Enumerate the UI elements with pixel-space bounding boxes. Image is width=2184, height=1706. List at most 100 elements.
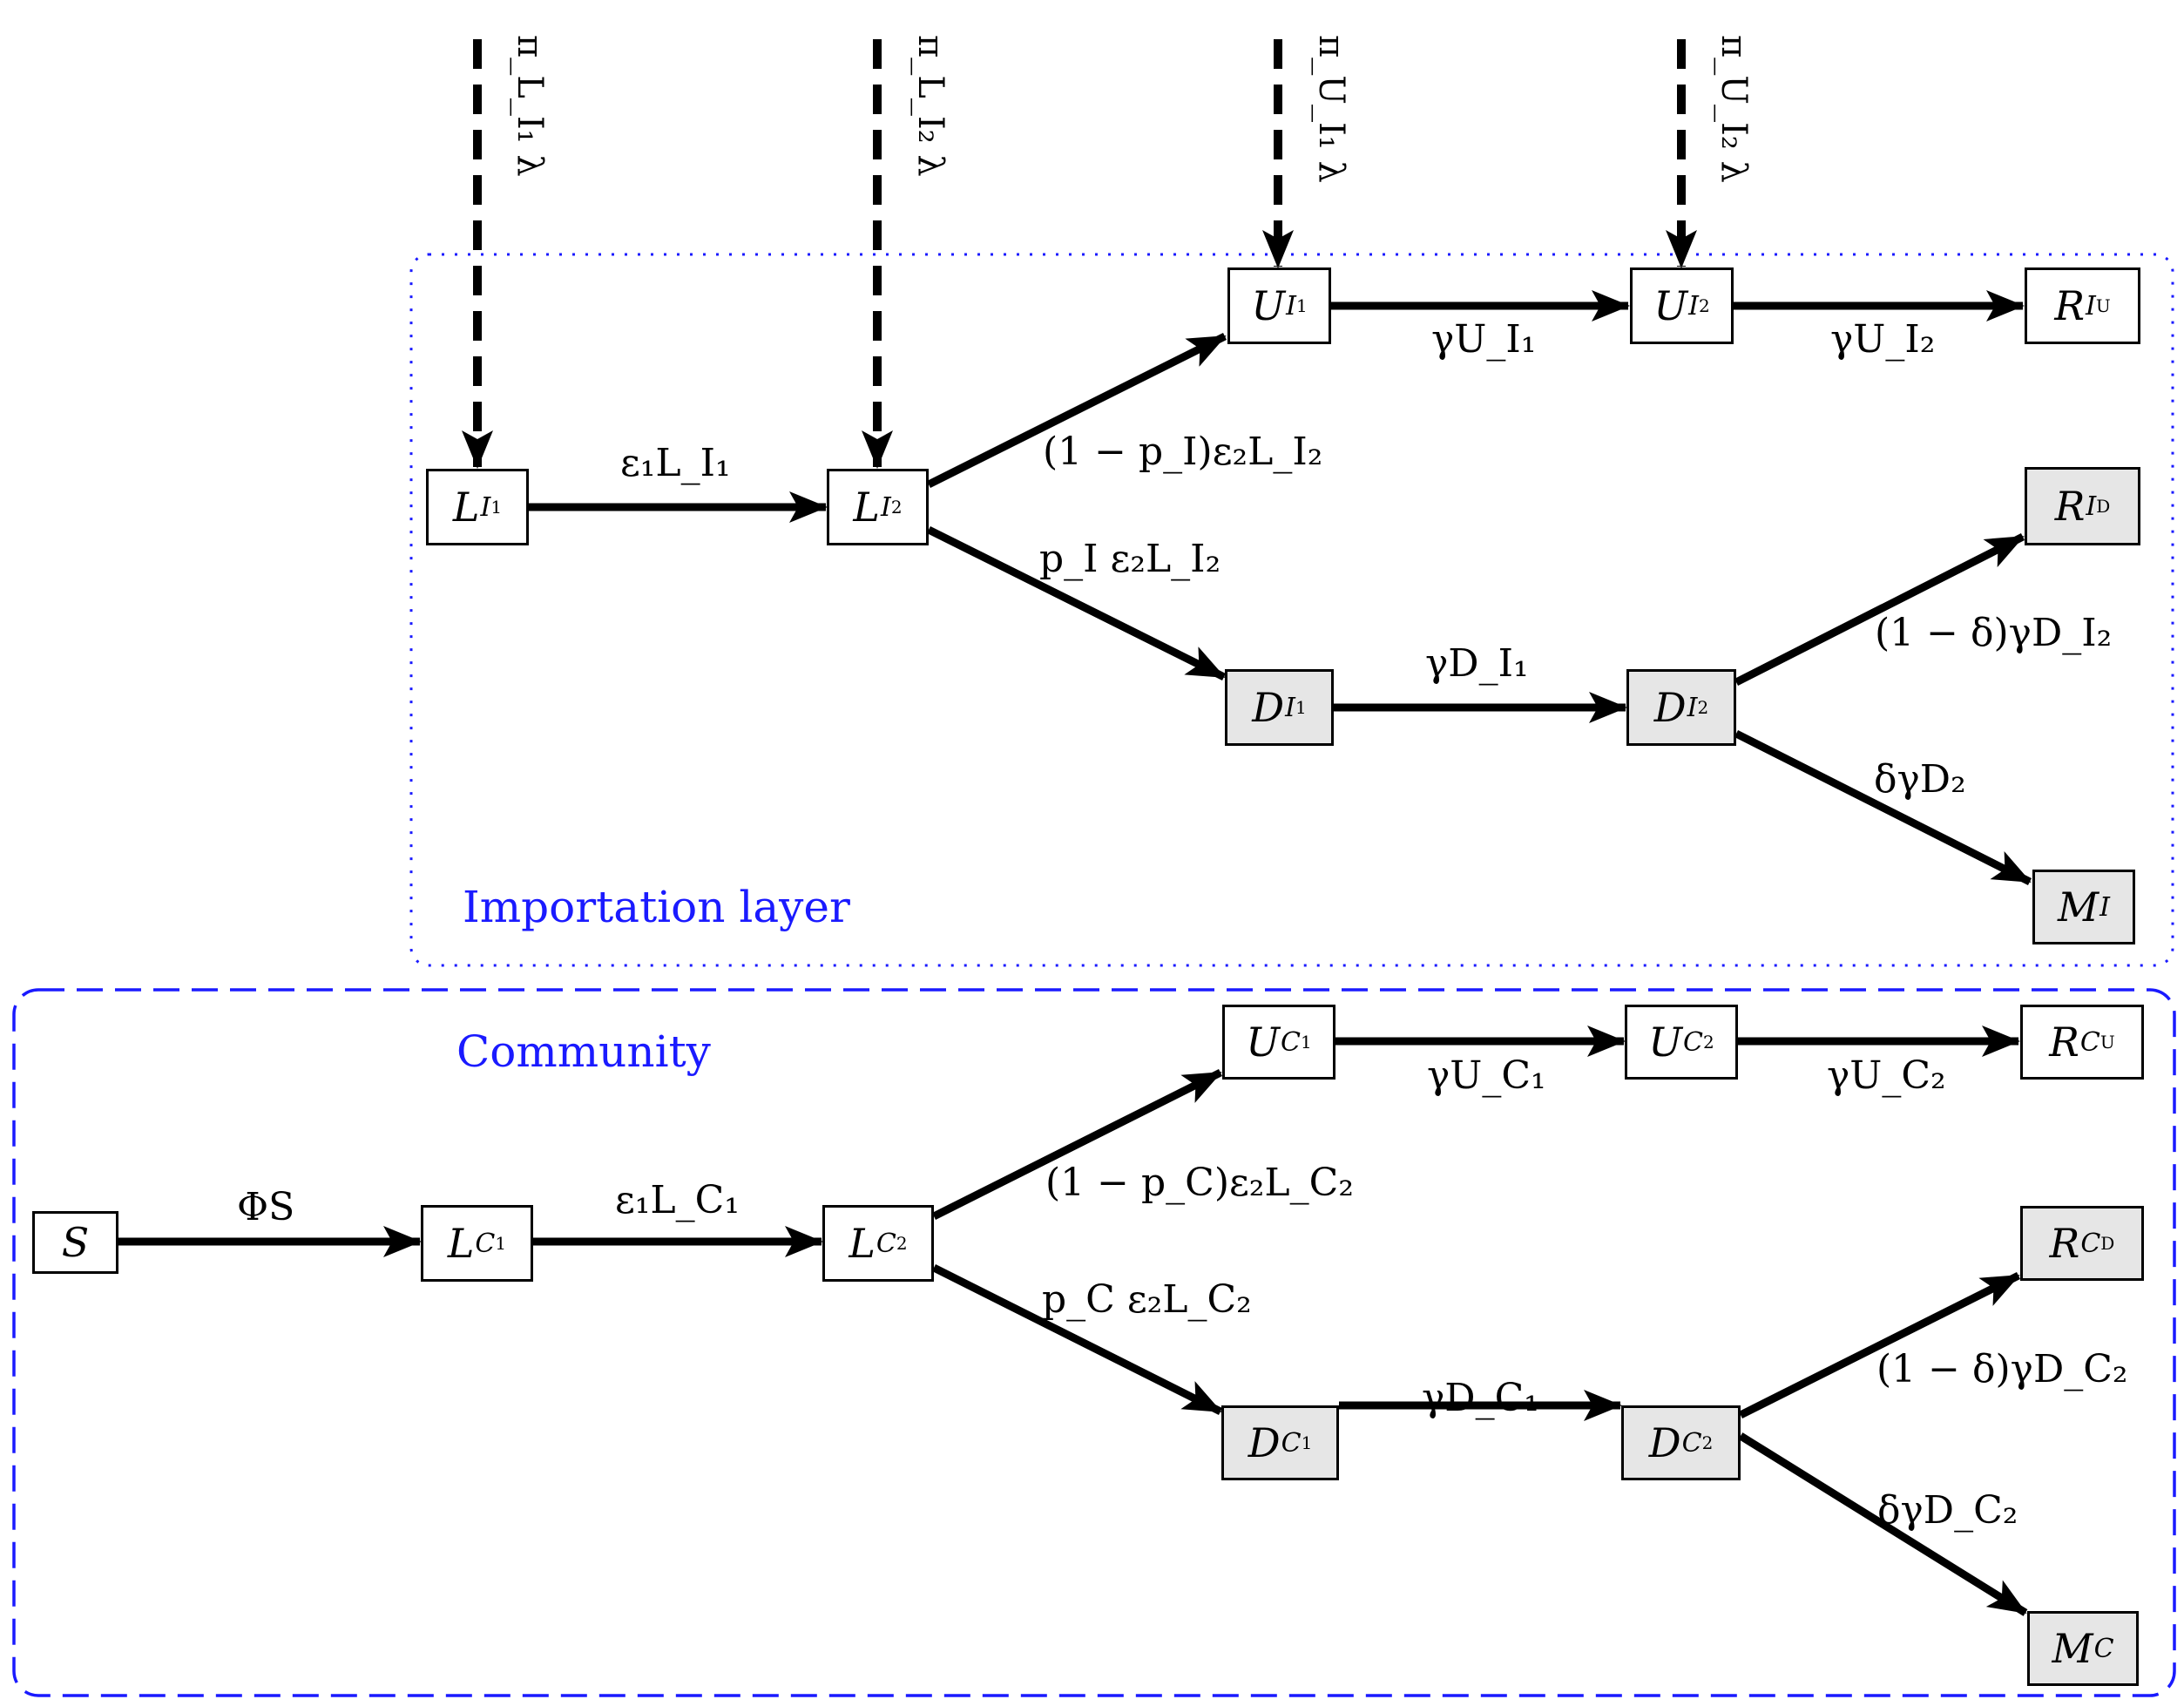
node-RID-sub2: D bbox=[2096, 496, 2111, 517]
edge-label-LC2-DC1: p_C ε₂L_C₂ bbox=[1042, 1277, 1252, 1322]
node-UC1-sub: C bbox=[1281, 1026, 1301, 1058]
node-DI2-sub: I bbox=[1687, 692, 1698, 723]
node-DC2-symbol: D bbox=[1648, 1419, 1681, 1466]
node-UC1-sub2: 1 bbox=[1301, 1032, 1312, 1053]
node-LC2-sub: C bbox=[876, 1228, 896, 1259]
node-UI1-sub: I bbox=[1286, 290, 1296, 322]
node-DC1-symbol: D bbox=[1248, 1419, 1281, 1466]
edge-label-DC1-DC2: γD_C₁ bbox=[1422, 1376, 1539, 1420]
node-DI2-symbol: D bbox=[1653, 684, 1687, 731]
edge-label-UI1-UI2: γU_I₁ bbox=[1431, 317, 1537, 362]
import-label-LI2: π_L_I₂ λ bbox=[910, 35, 950, 177]
edge-label-LC1-LC2: ε₁L_C₁ bbox=[615, 1178, 740, 1222]
node-RCU-sub2: U bbox=[2099, 1032, 2115, 1053]
edge-label-DI1-DI2: γD_I₁ bbox=[1425, 641, 1529, 686]
edge-LC2-UC1 bbox=[931, 1068, 1223, 1221]
edge-DC2-RCD bbox=[1738, 1271, 2021, 1419]
node-DI1-sub: I bbox=[1285, 692, 1295, 723]
edge-DI2-RID bbox=[1734, 532, 2025, 687]
node-MC-symbol: M bbox=[2052, 1625, 2093, 1672]
edge-LI2-UI1 bbox=[926, 332, 1227, 489]
node-DC1-sub: C bbox=[1281, 1427, 1302, 1459]
edge-label-LC2-UC1: (1 − p_C)ε₂L_C₂ bbox=[1045, 1161, 1354, 1205]
edge-label-DC2-MC: δγD_C₂ bbox=[1877, 1488, 2018, 1533]
node-LC2-sub2: 2 bbox=[896, 1233, 908, 1254]
edge-label-UI2-RIU: γU_I₂ bbox=[1830, 317, 1936, 362]
node-S: S bbox=[32, 1211, 118, 1274]
edge-LC2-DC1 bbox=[931, 1263, 1223, 1416]
node-RID-sub: I bbox=[2086, 491, 2097, 522]
node-LC1-sub: C bbox=[475, 1228, 496, 1259]
edge-label-UC2-RCU: γU_C₂ bbox=[1827, 1053, 1946, 1098]
node-RIU-sub: I bbox=[2085, 290, 2096, 322]
node-LC1-sub2: 1 bbox=[495, 1233, 507, 1254]
node-DC2-sub: C bbox=[1681, 1427, 1702, 1459]
edge-DC2-MC bbox=[1738, 1432, 2028, 1616]
node-RIU-sub2: U bbox=[2095, 295, 2111, 316]
node-DI1-sub2: 1 bbox=[1295, 697, 1307, 718]
node-MC-sub: C bbox=[2093, 1633, 2114, 1664]
node-UC2-symbol: U bbox=[1648, 1019, 1683, 1066]
node-DI1-symbol: D bbox=[1252, 684, 1285, 731]
edge-label-S-LC1: ΦS bbox=[237, 1185, 295, 1229]
node-RCU-symbol: R bbox=[2049, 1019, 2079, 1066]
import-label-UI2: π_U_I₂ λ bbox=[1714, 35, 1754, 183]
edge-label-LI2-DI1: p_I ε₂L_I₂ bbox=[1039, 537, 1221, 581]
node-RCD-sub: C bbox=[2080, 1228, 2101, 1259]
node-LI1-sub2: 1 bbox=[490, 497, 503, 518]
node-LI1-symbol: L bbox=[452, 484, 480, 531]
node-UC2-sub: C bbox=[1683, 1026, 1703, 1058]
node-UC1-symbol: U bbox=[1246, 1019, 1281, 1066]
node-S-symbol: S bbox=[61, 1219, 90, 1266]
node-LC1-symbol: L bbox=[447, 1220, 475, 1267]
node-LI2-sub2: 2 bbox=[890, 497, 903, 518]
community-layer-box bbox=[12, 988, 2176, 1697]
edge-LI2-DI1 bbox=[926, 525, 1227, 681]
node-UI2-symbol: U bbox=[1653, 282, 1688, 329]
community-layer-label: Community bbox=[456, 1026, 711, 1077]
edge-label-LI2-UI1: (1 − p_I)ε₂L_I₂ bbox=[1043, 430, 1323, 474]
edge-label-LI1-LI2: ε₁L_I₁ bbox=[620, 441, 731, 485]
edge-DI2-MI bbox=[1734, 729, 2032, 886]
node-MI-sub: I bbox=[2099, 891, 2110, 923]
node-RID-symbol: R bbox=[2054, 483, 2086, 530]
edge-label-DI2-RID: (1 − δ)γD_I₂ bbox=[1875, 611, 2113, 655]
node-UI1-symbol: U bbox=[1251, 282, 1286, 329]
node-LI2-symbol: L bbox=[853, 484, 880, 531]
importation-layer-label: Importation layer bbox=[463, 882, 850, 932]
edge-label-UC1-UC2: γU_C₁ bbox=[1427, 1053, 1546, 1098]
node-MI-symbol: M bbox=[2058, 883, 2099, 931]
node-RCU-sub: C bbox=[2079, 1026, 2100, 1058]
import-label-UI1: π_U_I₁ λ bbox=[1311, 35, 1351, 183]
node-LI1-sub: I bbox=[480, 491, 491, 523]
edge-label-DI2-MI: δγD₂ bbox=[1874, 757, 1966, 802]
edge-label-DC2-RCD: (1 − δ)γD_C₂ bbox=[1876, 1347, 2128, 1391]
node-DI2-sub2: 2 bbox=[1697, 697, 1709, 718]
node-LI2-sub: I bbox=[880, 491, 891, 523]
node-UI2-sub2: 2 bbox=[1698, 295, 1710, 316]
node-UC2-sub2: 2 bbox=[1703, 1032, 1714, 1053]
import-label-LI1: π_L_I₁ λ bbox=[510, 35, 550, 177]
node-DC2-sub2: 2 bbox=[1701, 1432, 1714, 1453]
node-RCD-sub2: D bbox=[2100, 1233, 2115, 1254]
node-RCD-symbol: R bbox=[2049, 1220, 2080, 1267]
